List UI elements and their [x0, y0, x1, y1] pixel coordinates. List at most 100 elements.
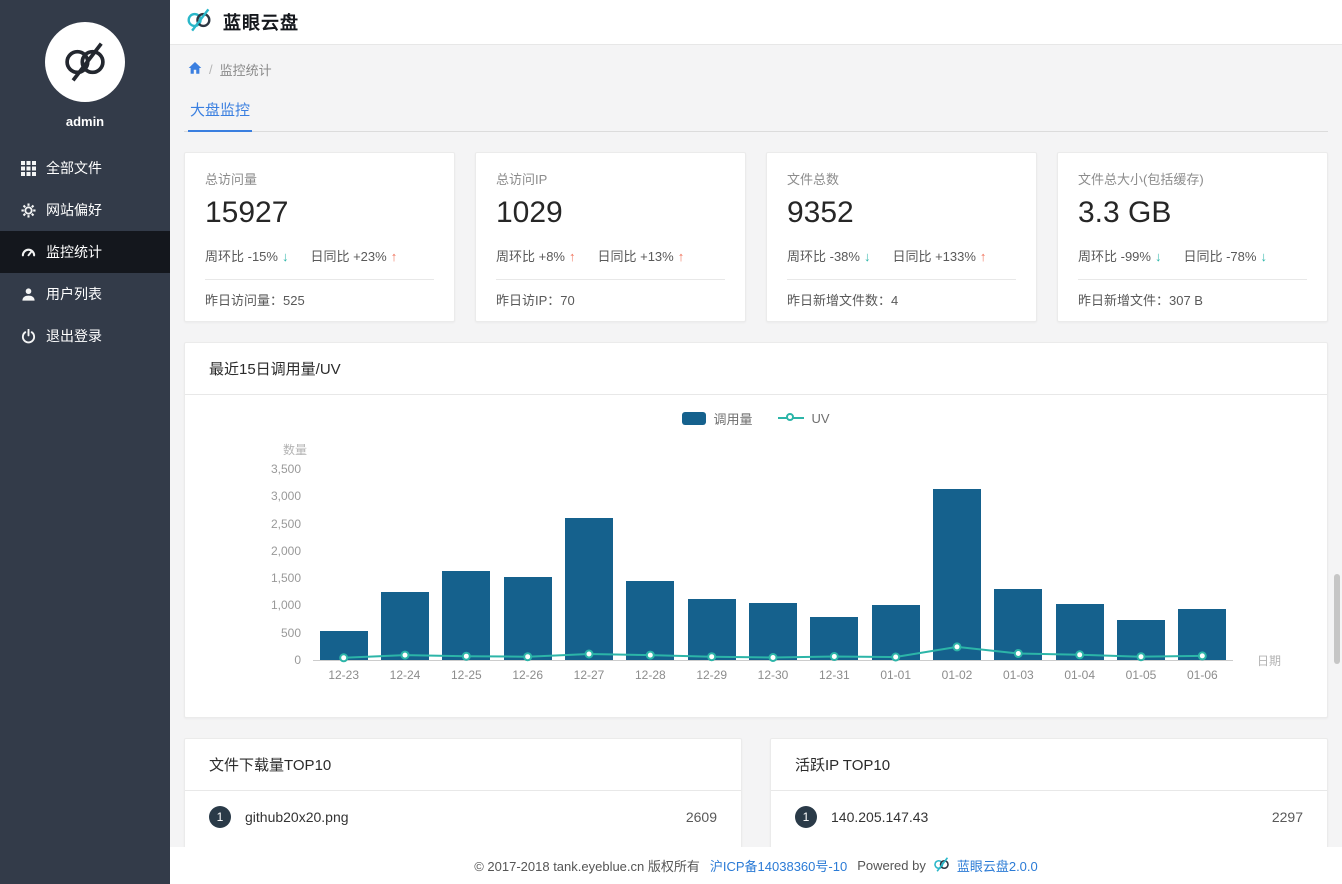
stat-card-total-size: 文件总大小(包括缓存) 3.3 GB 周环比 -99% ↓ 日同比 -78% ↓ 昨… — [1057, 152, 1328, 322]
stat-card-row: 总访问量 15927 周环比 -15% ↓ 日同比 +23% ↑ 昨日访问量：525… — [184, 152, 1328, 322]
day-trend: 日同比 +13% — [597, 249, 674, 264]
uv-point — [952, 642, 962, 652]
ip-address: 140.205.147.43 — [831, 809, 929, 825]
uv-point — [523, 652, 533, 662]
bar-12-30 — [749, 602, 797, 660]
stat-footer: 昨日访问量：525 — [205, 293, 305, 308]
uv-point — [768, 653, 778, 662]
uv-point — [829, 652, 839, 661]
trend-arrow-icon: ↓ — [1260, 249, 1267, 264]
bar-12-25 — [442, 571, 491, 660]
uv-point — [1136, 652, 1146, 662]
icp-link[interactable]: 沪ICP备14038360号-10 — [709, 859, 848, 874]
uv-point — [339, 653, 349, 663]
x-axis-tick-label: 01-03 — [1002, 668, 1034, 682]
bar-01-02 — [933, 489, 981, 660]
sidebar-item-label: 用户列表 — [46, 286, 102, 302]
x-axis-tick-label: 01-04 — [1064, 668, 1096, 682]
x-axis-tick-label: 01-01 — [880, 668, 912, 682]
tab-dashboard-monitor[interactable]: 大盘监控 — [188, 99, 253, 132]
chart-body: 调用量 UV 数量 日期 0 500 1,000 1,500 2,000 2,500 3,0… — [185, 395, 1327, 717]
sidebar-item-user-list[interactable]: 用户列表 — [0, 273, 170, 315]
sidebar-item-label: 监控统计 — [46, 244, 102, 260]
scrollbar-thumb[interactable] — [1334, 574, 1340, 664]
x-axis-tick-label: 12-25 — [450, 668, 482, 682]
stat-footer: 昨日新增文件：307 B — [1078, 293, 1203, 308]
username: admin — [65, 114, 105, 129]
app-logo-icon[interactable] — [45, 22, 125, 102]
stat-value: 9352 — [787, 196, 854, 229]
legend-item-calls[interactable]: 调用量 — [682, 409, 752, 428]
file-name: github20x20.png — [245, 809, 349, 825]
stat-title: 总访问IP — [496, 172, 548, 187]
sidebar-item-label: 网站偏好 — [46, 202, 102, 218]
legend-bar-swatch-icon — [682, 411, 707, 425]
y-axis-tick-label: 3,500 — [270, 462, 301, 476]
tab-bar: 大盘监控 — [184, 99, 1328, 132]
trend-arrow-icon: ↓ — [1154, 249, 1162, 264]
stat-trends: 周环比 -99% ↓ 日同比 -78% ↓ — [1078, 246, 1307, 265]
breadcrumb-current: 监控统计 — [219, 63, 272, 78]
uv-point — [400, 650, 410, 660]
bar-12-29 — [687, 599, 736, 660]
x-axis-tick-label: 12-23 — [328, 668, 360, 682]
x-axis-tick-label: 12-31 — [818, 668, 850, 682]
divider — [787, 279, 1016, 280]
stat-trends: 周环比 -15% ↓ 日同比 +23% ↑ — [205, 246, 434, 265]
week-trend: 周环比 +8% — [496, 249, 565, 264]
stat-footer: 昨日访IP：70 — [496, 293, 575, 308]
uv-point — [461, 651, 471, 661]
uv-point — [1197, 651, 1207, 661]
list-item: 1 github20x20.png 2609 — [185, 791, 741, 843]
y-axis-tick-label: 3,000 — [270, 489, 301, 504]
bar-12-26 — [503, 577, 552, 660]
sidebar-item-monitoring-stats[interactable]: 监控统计 — [0, 231, 170, 273]
x-axis-tick-label: 12-26 — [512, 668, 544, 682]
breadcrumb-separator: / — [209, 62, 213, 77]
x-axis-tick-label: 12-24 — [389, 668, 421, 682]
divider — [496, 279, 725, 280]
divider — [1078, 279, 1307, 280]
stat-title: 文件总大小(包括缓存) — [1078, 172, 1204, 187]
list-card-title: 文件下载量TOP10 — [185, 739, 741, 791]
chart-legend: 调用量 UV — [205, 409, 1307, 427]
uv-point — [584, 649, 594, 659]
infinity-logo-icon — [65, 42, 105, 82]
uv-point — [891, 652, 901, 662]
app-title: 蓝眼云盘 — [223, 13, 299, 33]
brand-version-link[interactable]: 蓝眼云盘2.0.0 — [956, 859, 1038, 874]
brand-logo-icon[interactable] — [184, 5, 214, 40]
page-footer: © 2017-2018 tank.eyeblue.cn 版权所有 沪ICP备14… — [170, 847, 1342, 884]
stat-card-total-visits: 总访问量 15927 周环比 -15% ↓ 日同比 +23% ↑ 昨日访问量：525 — [184, 152, 455, 322]
y-axis-tick-label: 2,000 — [270, 543, 301, 558]
sidebar-item-logout[interactable]: 退出登录 — [0, 315, 170, 357]
list-card-title: 活跃IP TOP10 — [771, 739, 1327, 791]
x-axis-tick-label: 12-29 — [696, 668, 728, 682]
day-trend: 日同比 -78% — [1183, 249, 1257, 264]
visit-count: 2297 — [1271, 809, 1303, 825]
main-content: / 监控统计 大盘监控 总访问量 15927 周环比 -15% ↓ 日同比 +23… — [170, 45, 1342, 884]
stat-trends: 周环比 -38% ↓ 日同比 +133% ↑ — [787, 246, 1016, 265]
legend-label: 调用量 — [713, 411, 753, 427]
home-icon[interactable] — [188, 61, 202, 78]
top-header: 蓝眼云盘 — [170, 0, 1342, 45]
bar-01-03 — [994, 589, 1043, 660]
sidebar-item-all-files[interactable]: 全部文件 — [0, 147, 170, 189]
grid-icon — [20, 160, 36, 176]
trend-arrow-icon: ↑ — [569, 249, 576, 264]
stat-value: 3.3 GB — [1078, 196, 1172, 229]
week-trend: 周环比 -15% — [205, 249, 278, 264]
sidebar: admin 全部文件 网站偏好 — [0, 0, 170, 884]
legend-label: UV — [811, 410, 830, 426]
list-item: 1 140.205.147.43 2297 — [771, 791, 1327, 843]
powered-by-text: Powered by — [857, 858, 926, 873]
bar-01-01 — [871, 604, 920, 660]
chart-card: 最近15日调用量/UV 调用量 UV 数量 日期 0 500 1,000 1,500 2… — [184, 342, 1328, 718]
legend-item-uv[interactable]: UV — [778, 410, 830, 426]
footer-logo-icon — [932, 855, 951, 877]
sidebar-item-label: 全部文件 — [46, 160, 102, 176]
sidebar-item-site-preferences[interactable]: 网站偏好 — [0, 189, 170, 231]
x-axis-tick-label: 12-30 — [757, 668, 789, 682]
chart-area: 数量 日期 0 500 1,000 1,500 2,000 2,500 3,000 3,500… — [209, 433, 1303, 691]
x-axis-title: 日期 — [1256, 654, 1281, 668]
